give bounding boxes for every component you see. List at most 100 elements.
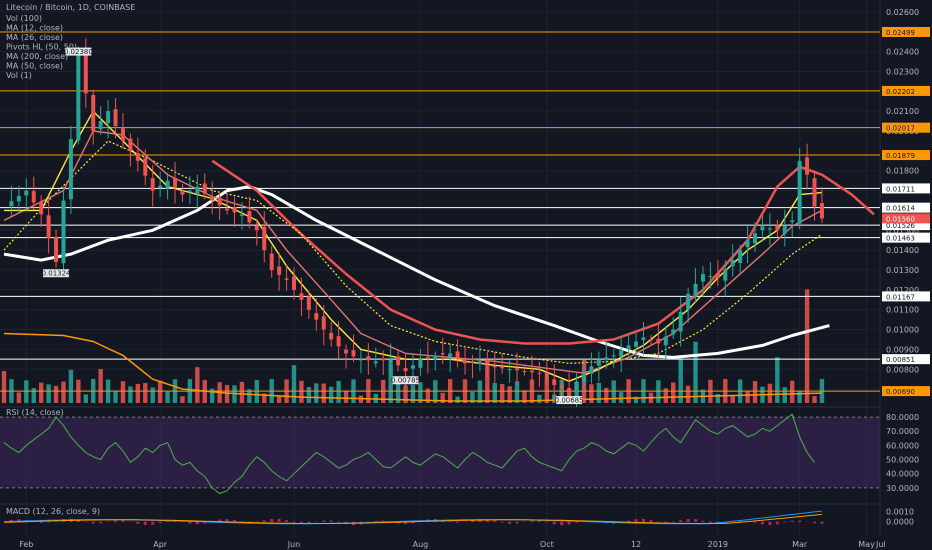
volume-bar — [16, 392, 22, 403]
macd-hist-bar — [649, 520, 653, 522]
macd-hist-bar — [99, 521, 103, 524]
price-tick-label: 0.00900 — [886, 345, 919, 354]
volume-bar — [522, 390, 527, 403]
candle-body — [470, 361, 475, 363]
pivot-label: 0.02380 — [64, 48, 93, 56]
macd-hist-bar — [768, 521, 772, 526]
macd-hist-bar — [708, 521, 712, 524]
volume-bar — [328, 386, 334, 403]
pivot-label: 0.01324 — [42, 270, 71, 278]
macd-pane — [2, 510, 824, 526]
candle-body — [738, 250, 743, 263]
candle-body — [559, 385, 564, 389]
legend-vol100[interactable]: Vol (100) — [6, 14, 42, 23]
candle-body — [425, 356, 430, 358]
slow-ma-line — [3, 332, 822, 402]
level-label: 0.02499 — [886, 29, 915, 37]
candle-body — [433, 355, 438, 360]
volume-bar — [180, 396, 185, 403]
rsi-band — [0, 417, 880, 488]
macd-hist-bar — [47, 521, 51, 523]
time-tick-label: 12 — [631, 540, 641, 549]
candle-body — [113, 109, 118, 127]
volume-bar — [120, 381, 126, 403]
volume-bar — [685, 385, 691, 403]
legend-vol1[interactable]: Vol (1) — [6, 71, 32, 80]
macd-hist-bar — [39, 521, 43, 523]
candle-body — [663, 336, 668, 346]
candle-body — [611, 355, 616, 357]
volume-bar — [210, 388, 215, 403]
candle-body — [797, 160, 802, 224]
candle-body — [128, 138, 133, 151]
volume-bar — [1, 371, 7, 403]
indicator-legend: Vol (100) MA (12, close) MA (26, close) … — [6, 14, 77, 80]
legend-ma200[interactable]: MA (200, close) — [6, 52, 68, 61]
volume-bar — [195, 367, 200, 403]
macd-hist-bar — [76, 519, 80, 522]
macd-hist-bar — [136, 521, 140, 524]
macd-hist-bar — [262, 520, 266, 522]
volume-bar — [98, 369, 103, 403]
volume-bar — [83, 394, 88, 403]
rsi-tick-label: 60.0000 — [886, 441, 919, 450]
candle-body — [98, 121, 103, 130]
legend-pivots[interactable]: Pivots HL (50, 50) — [6, 43, 77, 52]
macd-hist-bar — [166, 521, 170, 522]
volume-bar — [440, 392, 445, 403]
candle-body — [165, 180, 170, 189]
candle-body — [522, 371, 527, 373]
legend-ma12[interactable]: MA (12, close) — [6, 24, 63, 33]
volume-bar — [31, 388, 36, 403]
pivot-label: 0.00785 — [391, 377, 420, 385]
rsi-legend[interactable]: RSI (14, close) — [6, 408, 64, 417]
macd-hist-bar — [17, 519, 21, 522]
candle-body — [500, 366, 505, 369]
level-label-bg — [882, 202, 930, 213]
pivot-labels: 0.01324 0.02380 0.00785 0.00685 — [42, 47, 584, 405]
candle-body — [589, 366, 594, 374]
horizontal-levels — [0, 31, 880, 392]
macd-hist-bar — [84, 521, 88, 523]
price-tick-label: 0.01500 — [886, 226, 919, 235]
volume-bar — [135, 383, 141, 403]
macd-hist-bar — [560, 521, 564, 526]
macd-hist-bar — [820, 521, 824, 524]
volume-bar — [247, 389, 252, 403]
candle-body — [775, 225, 780, 231]
candle-body — [686, 293, 691, 310]
candle-body — [396, 356, 401, 366]
macd-hist-bar — [783, 521, 787, 523]
macd-hist-bar — [537, 520, 541, 522]
pivot-label-bg — [556, 396, 583, 405]
volume-bar — [589, 384, 594, 403]
macd-hist-bar — [225, 519, 229, 522]
candle-body — [202, 183, 207, 194]
candle-body — [254, 225, 259, 231]
candles — [9, 38, 824, 408]
legend-ma26[interactable]: MA (26, close) — [6, 33, 63, 42]
candle-body — [135, 153, 140, 161]
macd-hist-bar — [329, 520, 333, 522]
candle-body — [448, 353, 453, 357]
macd-legend[interactable]: MACD (12, 26, close, 9) — [6, 507, 100, 516]
pivot-label-bg — [392, 376, 419, 385]
macd-hist-bar — [255, 521, 259, 523]
candle-body — [373, 361, 378, 364]
macd-hist-bar — [627, 520, 631, 522]
time-tick-label: Jun — [287, 540, 301, 549]
macd-hist-bar — [508, 521, 512, 524]
pivot-label-bg — [43, 269, 70, 278]
volume-bar — [775, 357, 780, 403]
candle-body — [366, 356, 371, 361]
current-price-bg — [882, 213, 930, 224]
candle-body — [24, 190, 29, 196]
time-tick-label: Mar — [792, 540, 808, 549]
price-tick-label: 0.02100 — [886, 107, 919, 116]
time-tick-label: Aug — [413, 540, 429, 549]
rsi-line — [3, 413, 815, 495]
candle-body — [418, 359, 423, 368]
candle-body — [217, 197, 222, 206]
legend-ma50[interactable]: MA (50, close) — [6, 62, 63, 71]
